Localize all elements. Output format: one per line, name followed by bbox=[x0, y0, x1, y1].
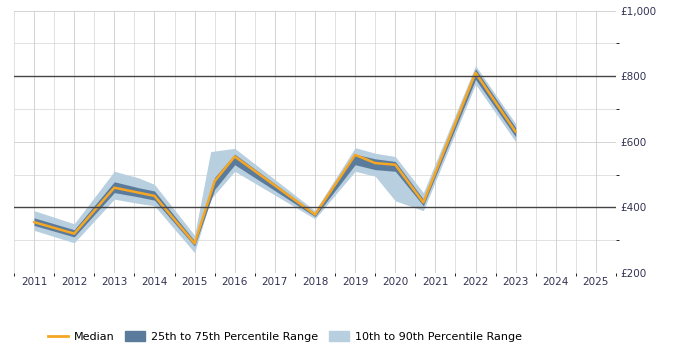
Legend: Median, 25th to 75th Percentile Range, 10th to 90th Percentile Range: Median, 25th to 75th Percentile Range, 1… bbox=[43, 327, 526, 346]
